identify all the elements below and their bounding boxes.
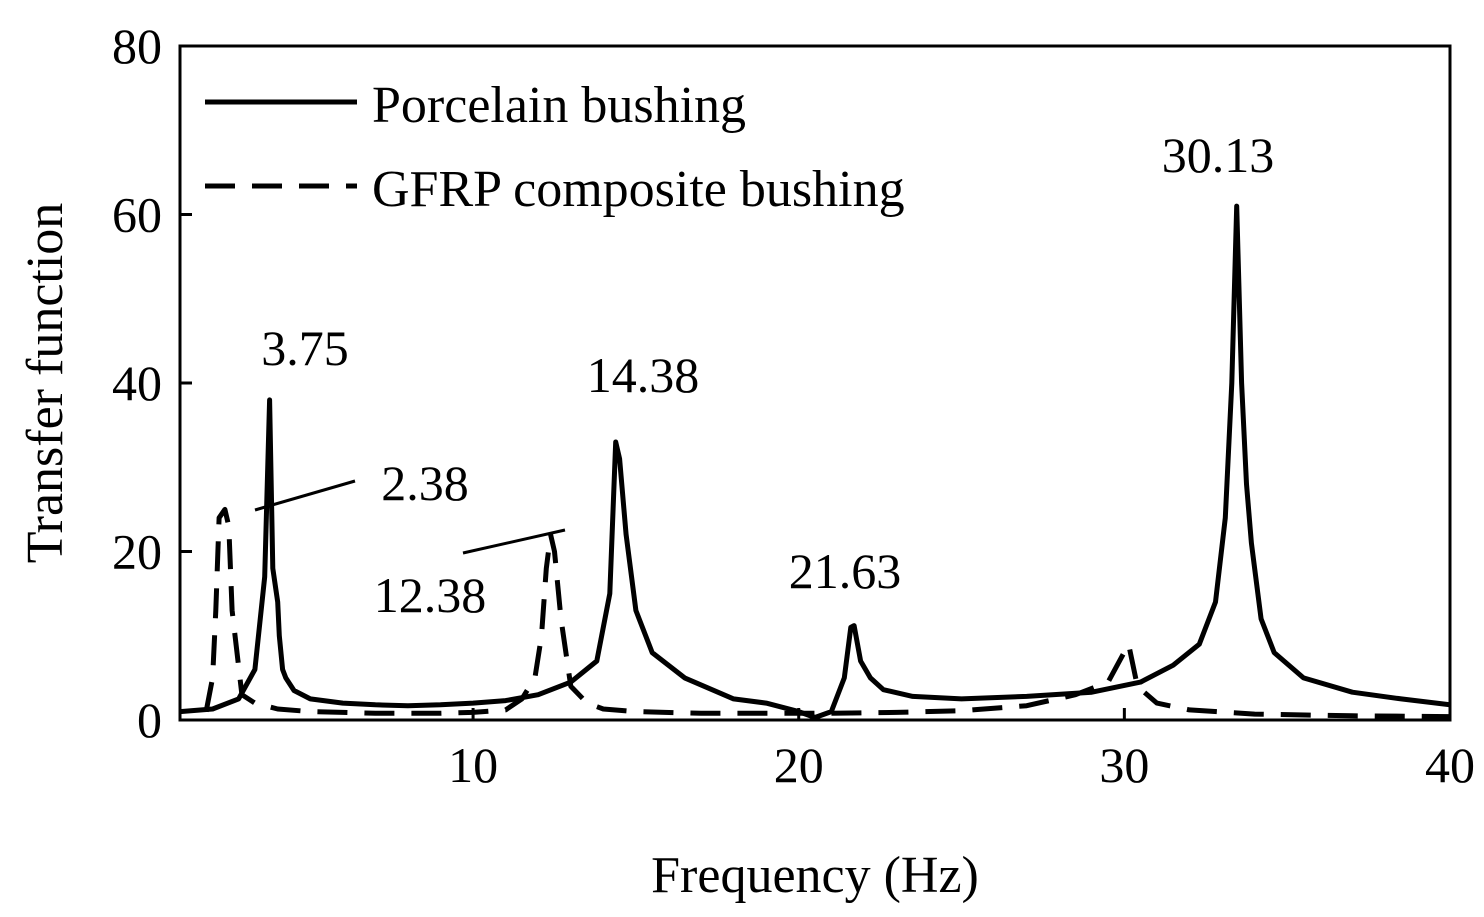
plot-area <box>180 203 1450 720</box>
peak-annotations: 3.75 14.38 21.63 30.13 2.38 12.38 <box>254 127 1275 623</box>
y-tick-label: 80 <box>112 18 162 74</box>
x-axis-title: Frequency (Hz) <box>651 847 979 904</box>
x-tick-label: 10 <box>448 737 498 793</box>
y-tick-label: 40 <box>112 355 162 411</box>
peak-label: 30.13 <box>1162 127 1275 183</box>
y-tick-label: 20 <box>112 524 162 580</box>
series-line-0 <box>180 203 1450 720</box>
x-tick-label: 30 <box>1099 737 1149 793</box>
legend-label-porcelain: Porcelain bushing <box>372 77 746 134</box>
axis-ticks: 10 20 30 40 0 20 40 60 80 <box>112 18 1475 793</box>
y-tick-label: 60 <box>112 187 162 243</box>
annotation-leader <box>254 479 356 512</box>
y-tick-label: 0 <box>137 692 162 748</box>
peak-label: 2.38 <box>381 455 469 511</box>
x-tick-label: 40 <box>1425 737 1475 793</box>
peak-label: 14.38 <box>587 347 700 403</box>
peak-label: 21.63 <box>789 543 902 599</box>
y-axis-title: Transfer function <box>17 203 74 564</box>
x-tick-label: 20 <box>774 737 824 793</box>
annotation-leader <box>462 528 566 555</box>
legend: Porcelain bushing GFRP composite bushing <box>205 77 905 218</box>
peak-label: 3.75 <box>261 320 349 376</box>
legend-label-gfrp: GFRP composite bushing <box>372 161 905 218</box>
peak-label: 12.38 <box>374 567 487 623</box>
